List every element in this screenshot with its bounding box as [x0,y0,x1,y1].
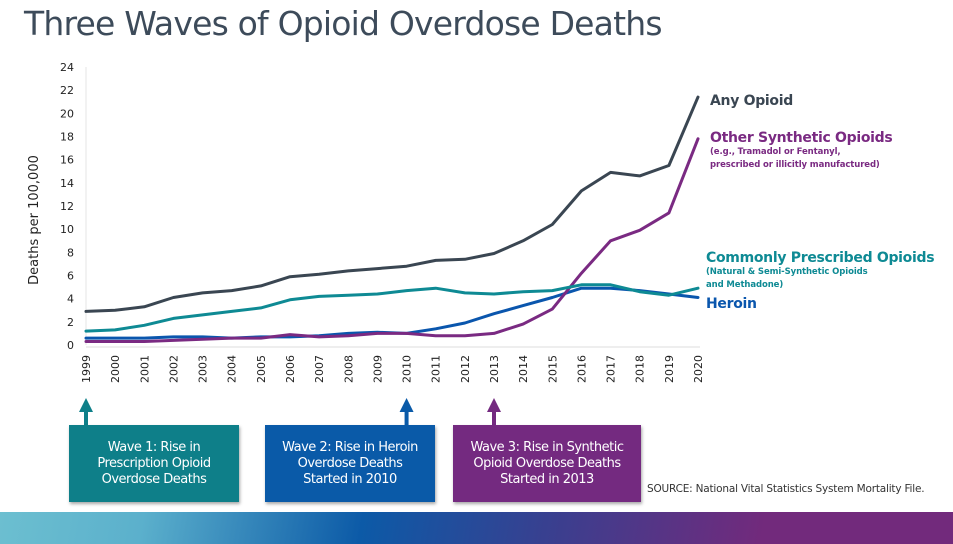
x-tick-label: 2005 [255,355,268,383]
wave-1-box: Wave 1: Rise in Prescription Opioid Overdo… [69,425,239,502]
x-tick-label: 2013 [488,355,501,383]
wave-2-box: Wave 2: Rise in Heroin Overdose Deaths Sta… [265,425,435,502]
x-tick-label: 2009 [371,355,384,383]
legend-synthetic-opioids: Other Synthetic Opioids (e.g., Tramadol … [710,130,893,172]
wave-3-line-3: Started in 2013 [500,471,594,487]
legend-prescribed-note-1: (Natural & Semi-Synthetic Opioids [706,267,868,277]
x-tick-label: 2004 [226,355,239,383]
bottom-gradient-bar [0,512,953,544]
wave-1-line-2: Prescription Opioid [97,455,211,471]
x-tick-label: 2002 [167,355,180,383]
y-tick-label: 10 [60,223,74,236]
legend-heroin-label: Heroin [706,296,757,312]
series-line-synthetic [84,137,700,343]
x-tick-label: 2020 [692,355,705,383]
wave1-arrow-up-icon [79,398,93,412]
x-tick-label: 2007 [313,355,326,383]
wave-1-line-1: Wave 1: Rise in [107,439,201,455]
legend-synthetic-note-2: prescribed or illicitly manufactured) [710,160,880,170]
y-tick-label: 24 [60,61,74,74]
x-tick-label: 2001 [138,355,151,383]
wave3-arrow-up-icon [487,398,501,412]
source-note: SOURCE: National Vital Statistics System… [647,483,925,495]
series-line-prescribed [84,283,700,333]
y-tick-label: 14 [60,177,74,190]
y-tick-label: 22 [60,84,74,97]
x-tick-label: 2008 [342,355,355,383]
x-tick-label: 2011 [430,355,443,383]
legend-any-opioid: Any Opioid [710,93,793,109]
series-line-any [84,95,700,313]
wave-3-line-1: Wave 3: Rise in Synthetic [470,439,624,455]
x-tick-label: 1999 [80,355,93,383]
wave-3-line-2: Opioid Overdose Deaths [473,455,621,471]
y-tick-label: 20 [60,107,74,120]
x-tick-label: 2003 [197,355,210,383]
wave-3-box: Wave 3: Rise in Synthetic Opioid Overdose… [453,425,641,502]
y-tick-label: 16 [60,154,74,167]
y-tick-label: 4 [67,293,74,306]
y-tick-label: 0 [67,339,74,352]
wave-2-line-3: Started in 2010 [303,471,397,487]
x-tick-label: 2006 [284,355,297,383]
x-tick-label: 2012 [459,355,472,383]
y-tick-label: 6 [67,270,74,283]
wave-2-line-2: Overdose Deaths [297,455,403,471]
x-tick-label: 2019 [663,355,676,383]
y-tick-label: 8 [67,246,74,259]
legend-prescribed-note-2: and Methadone) [706,280,784,290]
x-tick-label: 2016 [575,355,588,383]
legend-prescribed-opioids: Commonly Prescribed Opioids (Natural & S… [706,250,935,292]
wave-1-line-3: Overdose Deaths [101,471,207,487]
wave2-arrow-up-icon [399,398,414,412]
legend-synthetic-note-1: (e.g., Tramadol or Fentanyl, [710,147,841,157]
chart-title: Three Waves of Opioid Overdose Deaths [24,4,663,43]
legend-synthetic-label: Other Synthetic Opioids [710,130,893,146]
y-tick-label: 2 [67,316,74,329]
x-tick-label: 2015 [546,355,559,383]
y-axis-title: Deaths per 100,000 [27,155,42,285]
x-tick-label: 2014 [517,355,530,383]
x-tick-label: 2018 [634,355,647,383]
y-tick-label: 12 [60,200,74,213]
legend-prescribed-label: Commonly Prescribed Opioids [706,250,935,266]
legend-any-opioid-label: Any Opioid [710,93,793,109]
wave-2-line-1: Wave 2: Rise in Heroin [282,439,418,455]
x-tick-label: 2000 [109,355,122,383]
x-tick-label: 2017 [605,355,618,383]
y-tick-label: 18 [60,131,74,144]
x-tick-label: 2010 [401,355,414,383]
legend-heroin: Heroin [706,296,757,312]
